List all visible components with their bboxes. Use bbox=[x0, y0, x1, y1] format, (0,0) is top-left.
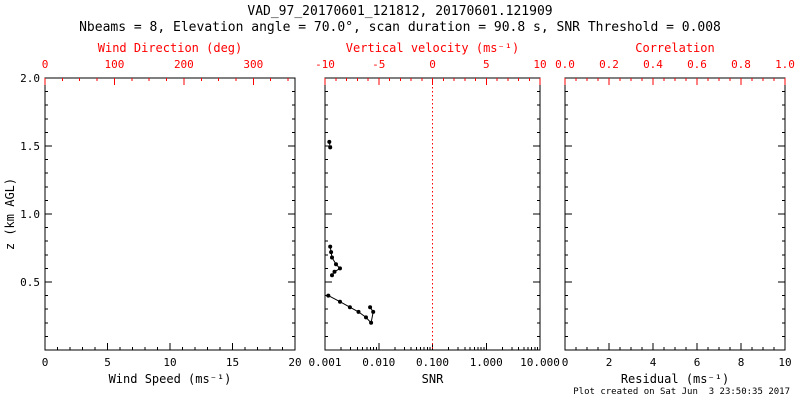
svg-text:Correlation: Correlation bbox=[635, 41, 714, 55]
svg-text:Residual (ms⁻¹): Residual (ms⁻¹) bbox=[621, 372, 729, 386]
plot-created-timestamp: Plot created on Sat Jun 3 23:50:35 2017 bbox=[573, 387, 790, 397]
svg-text:SNR: SNR bbox=[422, 372, 444, 386]
svg-text:Vertical velocity (ms⁻¹): Vertical velocity (ms⁻¹) bbox=[346, 41, 519, 55]
svg-text:z (km AGL): z (km AGL) bbox=[3, 178, 17, 250]
svg-text:Wind Speed (ms⁻¹): Wind Speed (ms⁻¹) bbox=[109, 372, 232, 386]
svg-text:20: 20 bbox=[288, 356, 301, 369]
svg-text:-5: -5 bbox=[372, 58, 385, 71]
svg-text:1.5: 1.5 bbox=[20, 140, 40, 153]
svg-text:300: 300 bbox=[243, 58, 263, 71]
svg-text:2.0: 2.0 bbox=[20, 72, 40, 85]
plot-title: VAD_97_20170601_121812, 20170601.121909 bbox=[247, 4, 553, 19]
svg-text:0.0: 0.0 bbox=[555, 58, 575, 71]
svg-text:4: 4 bbox=[650, 356, 657, 369]
svg-text:15: 15 bbox=[226, 356, 239, 369]
svg-text:0.8: 0.8 bbox=[731, 58, 751, 71]
svg-text:6: 6 bbox=[694, 356, 701, 369]
svg-text:100: 100 bbox=[105, 58, 125, 71]
svg-text:10.000: 10.000 bbox=[520, 356, 560, 369]
panel-snr: 0.001 0.010 0.100 1.000 10.000 SNR -10 -5 0 5 10 Ve… bbox=[308, 41, 559, 386]
svg-text:0.4: 0.4 bbox=[643, 58, 663, 71]
svg-text:8: 8 bbox=[738, 356, 745, 369]
svg-text:10: 10 bbox=[163, 356, 176, 369]
svg-text:0: 0 bbox=[562, 356, 569, 369]
svg-text:0: 0 bbox=[42, 58, 49, 71]
svg-text:1.0: 1.0 bbox=[775, 58, 795, 71]
panel-wind-speed: 0.5 1.0 1.5 2.0 z (km AGL) 0 5 10 15 20 Wind Speed… bbox=[3, 41, 302, 386]
svg-text:5: 5 bbox=[104, 356, 111, 369]
svg-text:5: 5 bbox=[483, 58, 490, 71]
svg-text:1.000: 1.000 bbox=[470, 356, 503, 369]
svg-text:-10: -10 bbox=[315, 58, 335, 71]
svg-text:0: 0 bbox=[429, 58, 436, 71]
svg-text:10: 10 bbox=[533, 58, 546, 71]
svg-text:0: 0 bbox=[42, 356, 49, 369]
svg-text:Wind Direction (deg): Wind Direction (deg) bbox=[98, 41, 243, 55]
svg-text:0.001: 0.001 bbox=[308, 356, 341, 369]
svg-text:200: 200 bbox=[174, 58, 194, 71]
svg-text:0.2: 0.2 bbox=[599, 58, 619, 71]
svg-text:0.100: 0.100 bbox=[416, 356, 449, 369]
svg-text:0.5: 0.5 bbox=[20, 276, 40, 289]
svg-text:0.6: 0.6 bbox=[687, 58, 707, 71]
svg-text:0.010: 0.010 bbox=[362, 356, 395, 369]
plot-subtitle: Nbeams = 8, Elevation angle = 70.0°, sca… bbox=[79, 20, 721, 35]
svg-text:1.0: 1.0 bbox=[20, 208, 40, 221]
svg-text:2: 2 bbox=[606, 356, 613, 369]
panel-residual: 0 2 4 6 8 10 Residual (ms⁻¹) 0.0 0.2 0.4 0.6 0.8 1.0… bbox=[555, 41, 795, 386]
svg-text:10: 10 bbox=[778, 356, 791, 369]
snr-profile bbox=[326, 139, 376, 325]
